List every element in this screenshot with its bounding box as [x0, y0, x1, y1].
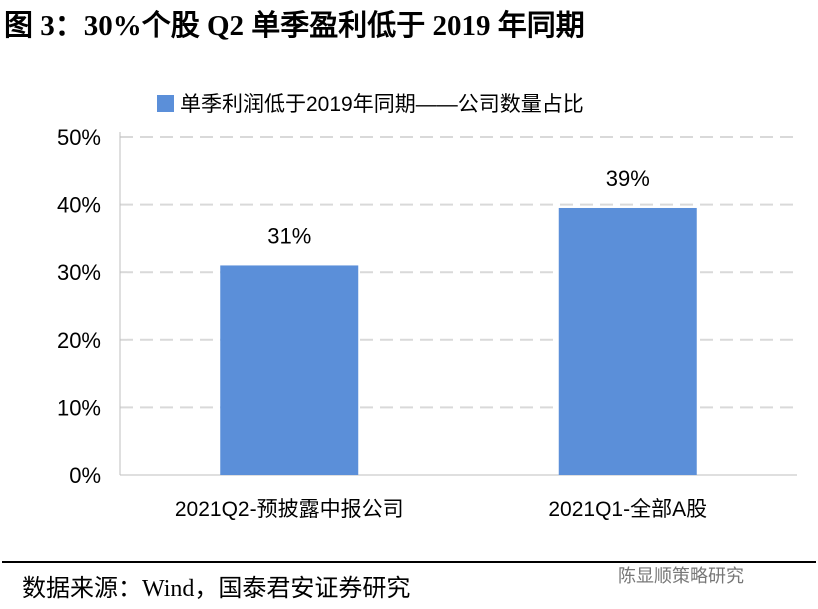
legend-swatch: [157, 95, 174, 112]
divider: [2, 561, 816, 563]
x-tick-label: 2021Q1-全部A股: [548, 498, 707, 521]
x-tick-label: 2021Q2-预披露中报公司: [175, 498, 404, 521]
figure-title: 图 3：30%个股 Q2 单季盈利低于 2019 年同期: [4, 10, 585, 42]
watermark: 陈显顺策略研究: [618, 566, 744, 586]
y-tick-label: 20%: [57, 328, 101, 353]
bar-chart: 0% 10% 20% 30% 40% 50% 31% 2021Q2-预披露中报公司 39% 202…: [57, 93, 797, 521]
bar: [220, 265, 359, 475]
bar: [558, 207, 697, 476]
y-tick-label: 40%: [57, 193, 101, 218]
legend-label: 单季利润低于2019年同期——公司数量占比: [180, 93, 584, 116]
source-note: 数据来源：Wind，国泰君安证券研究: [22, 576, 411, 602]
y-tick-label: 50%: [57, 125, 101, 150]
y-tick-label: 10%: [57, 395, 101, 420]
y-tick-label: 0%: [69, 463, 101, 488]
data-label: 39%: [606, 166, 650, 191]
y-tick-label: 30%: [57, 260, 101, 285]
data-label: 31%: [267, 223, 311, 248]
